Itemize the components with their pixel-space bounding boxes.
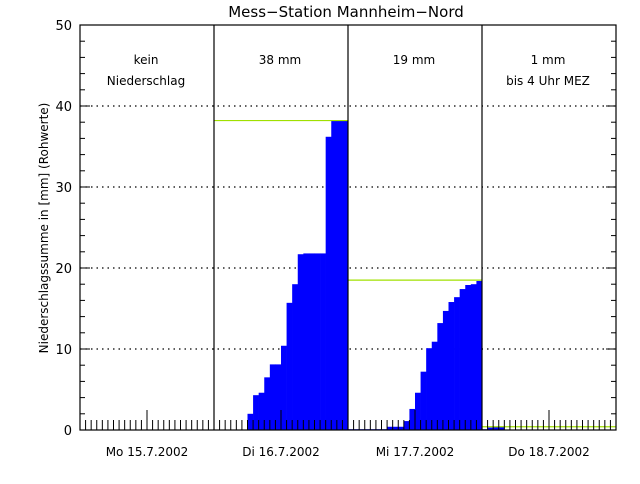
- bar: [303, 253, 310, 430]
- bar: [281, 345, 287, 430]
- bar: [498, 426, 505, 430]
- bar: [459, 289, 466, 430]
- bar: [431, 341, 438, 430]
- day-label: Mo 15.7.2002: [106, 445, 189, 459]
- bar: [493, 426, 500, 430]
- bar: [476, 280, 483, 430]
- bar: [415, 392, 421, 430]
- day-annotation: kein: [134, 53, 159, 67]
- bar: [392, 426, 399, 430]
- bar: [320, 253, 326, 430]
- bar: [331, 120, 338, 430]
- gridlines: [80, 105, 616, 350]
- bar: [437, 323, 444, 430]
- bar: [308, 253, 315, 430]
- y-tick-label: 50: [55, 19, 72, 34]
- day-label: Do 18.7.2002: [508, 445, 589, 459]
- bar: [314, 253, 321, 430]
- day-label: Mi 17.7.2002: [376, 445, 455, 459]
- bar: [286, 302, 293, 430]
- day-annotation: Niederschlag: [107, 74, 185, 88]
- bar: [470, 284, 477, 430]
- bar: [342, 120, 349, 430]
- day-annotation: 1 mm: [531, 53, 566, 67]
- bar: [487, 427, 494, 430]
- day-annotation: bis 4 Uhr MEZ: [506, 74, 590, 88]
- bar: [269, 364, 276, 430]
- bar: [292, 284, 299, 430]
- y-tick-label: 0: [64, 424, 72, 439]
- bar: [442, 310, 449, 430]
- bar: [264, 377, 271, 430]
- y-tick-label: 40: [55, 100, 72, 115]
- bar: [465, 285, 472, 430]
- bar: [258, 392, 265, 430]
- bars: [247, 120, 505, 430]
- day-label: Di 16.7.2002: [242, 445, 319, 459]
- bar: [253, 395, 259, 430]
- bar: [409, 408, 416, 430]
- bar: [403, 421, 410, 430]
- day-annotation: 19 mm: [393, 53, 435, 67]
- y-axis-label: Niederschlagssumme in [mm] (Rohwerte): [37, 103, 51, 354]
- bar: [247, 413, 254, 430]
- y-tick-label: 20: [55, 262, 72, 277]
- axes: [79, 24, 617, 431]
- y-tick-labels: 0 10 20 30 40 50: [55, 19, 72, 439]
- bar: [398, 426, 405, 430]
- y-tick-label: 30: [55, 181, 72, 196]
- day-annotation: 38 mm: [259, 53, 301, 67]
- bar: [297, 254, 304, 430]
- day-labels: Mo 15.7.2002 Di 16.7.2002 Mi 17.7.2002 Do 1…: [106, 445, 590, 459]
- y-tick-label: 10: [55, 343, 72, 358]
- bar: [448, 302, 455, 430]
- chart-title: Mess−Station Mannheim−Nord: [228, 3, 464, 21]
- bar: [454, 297, 460, 430]
- bar: [420, 371, 427, 430]
- bar: [336, 120, 343, 430]
- bar: [325, 136, 332, 430]
- bar: [426, 348, 433, 430]
- bar: [275, 364, 282, 430]
- bar: [387, 426, 393, 430]
- day-annotations: kein Niederschlag 38 mm 19 mm 1 mm bis 4 Uhr …: [107, 53, 590, 88]
